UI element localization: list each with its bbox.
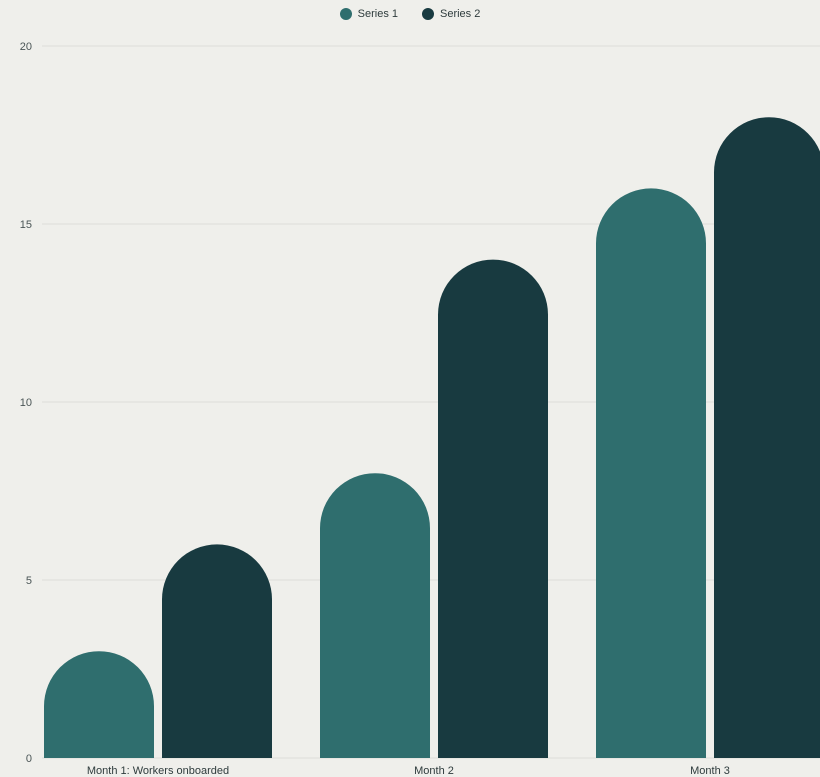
legend-item-series-2: Series 2 [422, 8, 480, 20]
legend-swatch-series-2 [422, 8, 434, 20]
legend: Series 1 Series 2 [0, 8, 820, 20]
bar-series-1-category-1 [44, 651, 154, 758]
y-tick-label-0: 0 [26, 753, 32, 765]
bar-series-2-category-2 [438, 259, 548, 758]
bar-series-1-category-3 [596, 188, 706, 759]
y-tick-label-15: 15 [20, 219, 32, 231]
bar-series-2-category-1 [162, 544, 272, 758]
x-category-label-1: Month 1: Workers onboarded [87, 765, 229, 777]
x-category-label-3: Month 3 [690, 765, 730, 777]
y-tick-label-20: 20 [20, 41, 32, 53]
legend-item-series-1: Series 1 [339, 8, 398, 20]
x-category-label-2: Month 2 [414, 765, 454, 777]
legend-swatch-series-1 [339, 8, 352, 20]
legend-label-series-2: Series 2 [440, 8, 481, 20]
legend-label-series-1: Series 1 [357, 8, 398, 20]
bar-series-2-category-3 [714, 117, 820, 758]
y-tick-label-5: 5 [26, 575, 32, 587]
bar-series-1-category-2 [320, 473, 430, 758]
bars [44, 117, 820, 759]
y-tick-label-10: 10 [20, 397, 32, 409]
axis-labels: 0 5 10 15 20 Month 1: Workers onboarded Month … [20, 41, 730, 777]
